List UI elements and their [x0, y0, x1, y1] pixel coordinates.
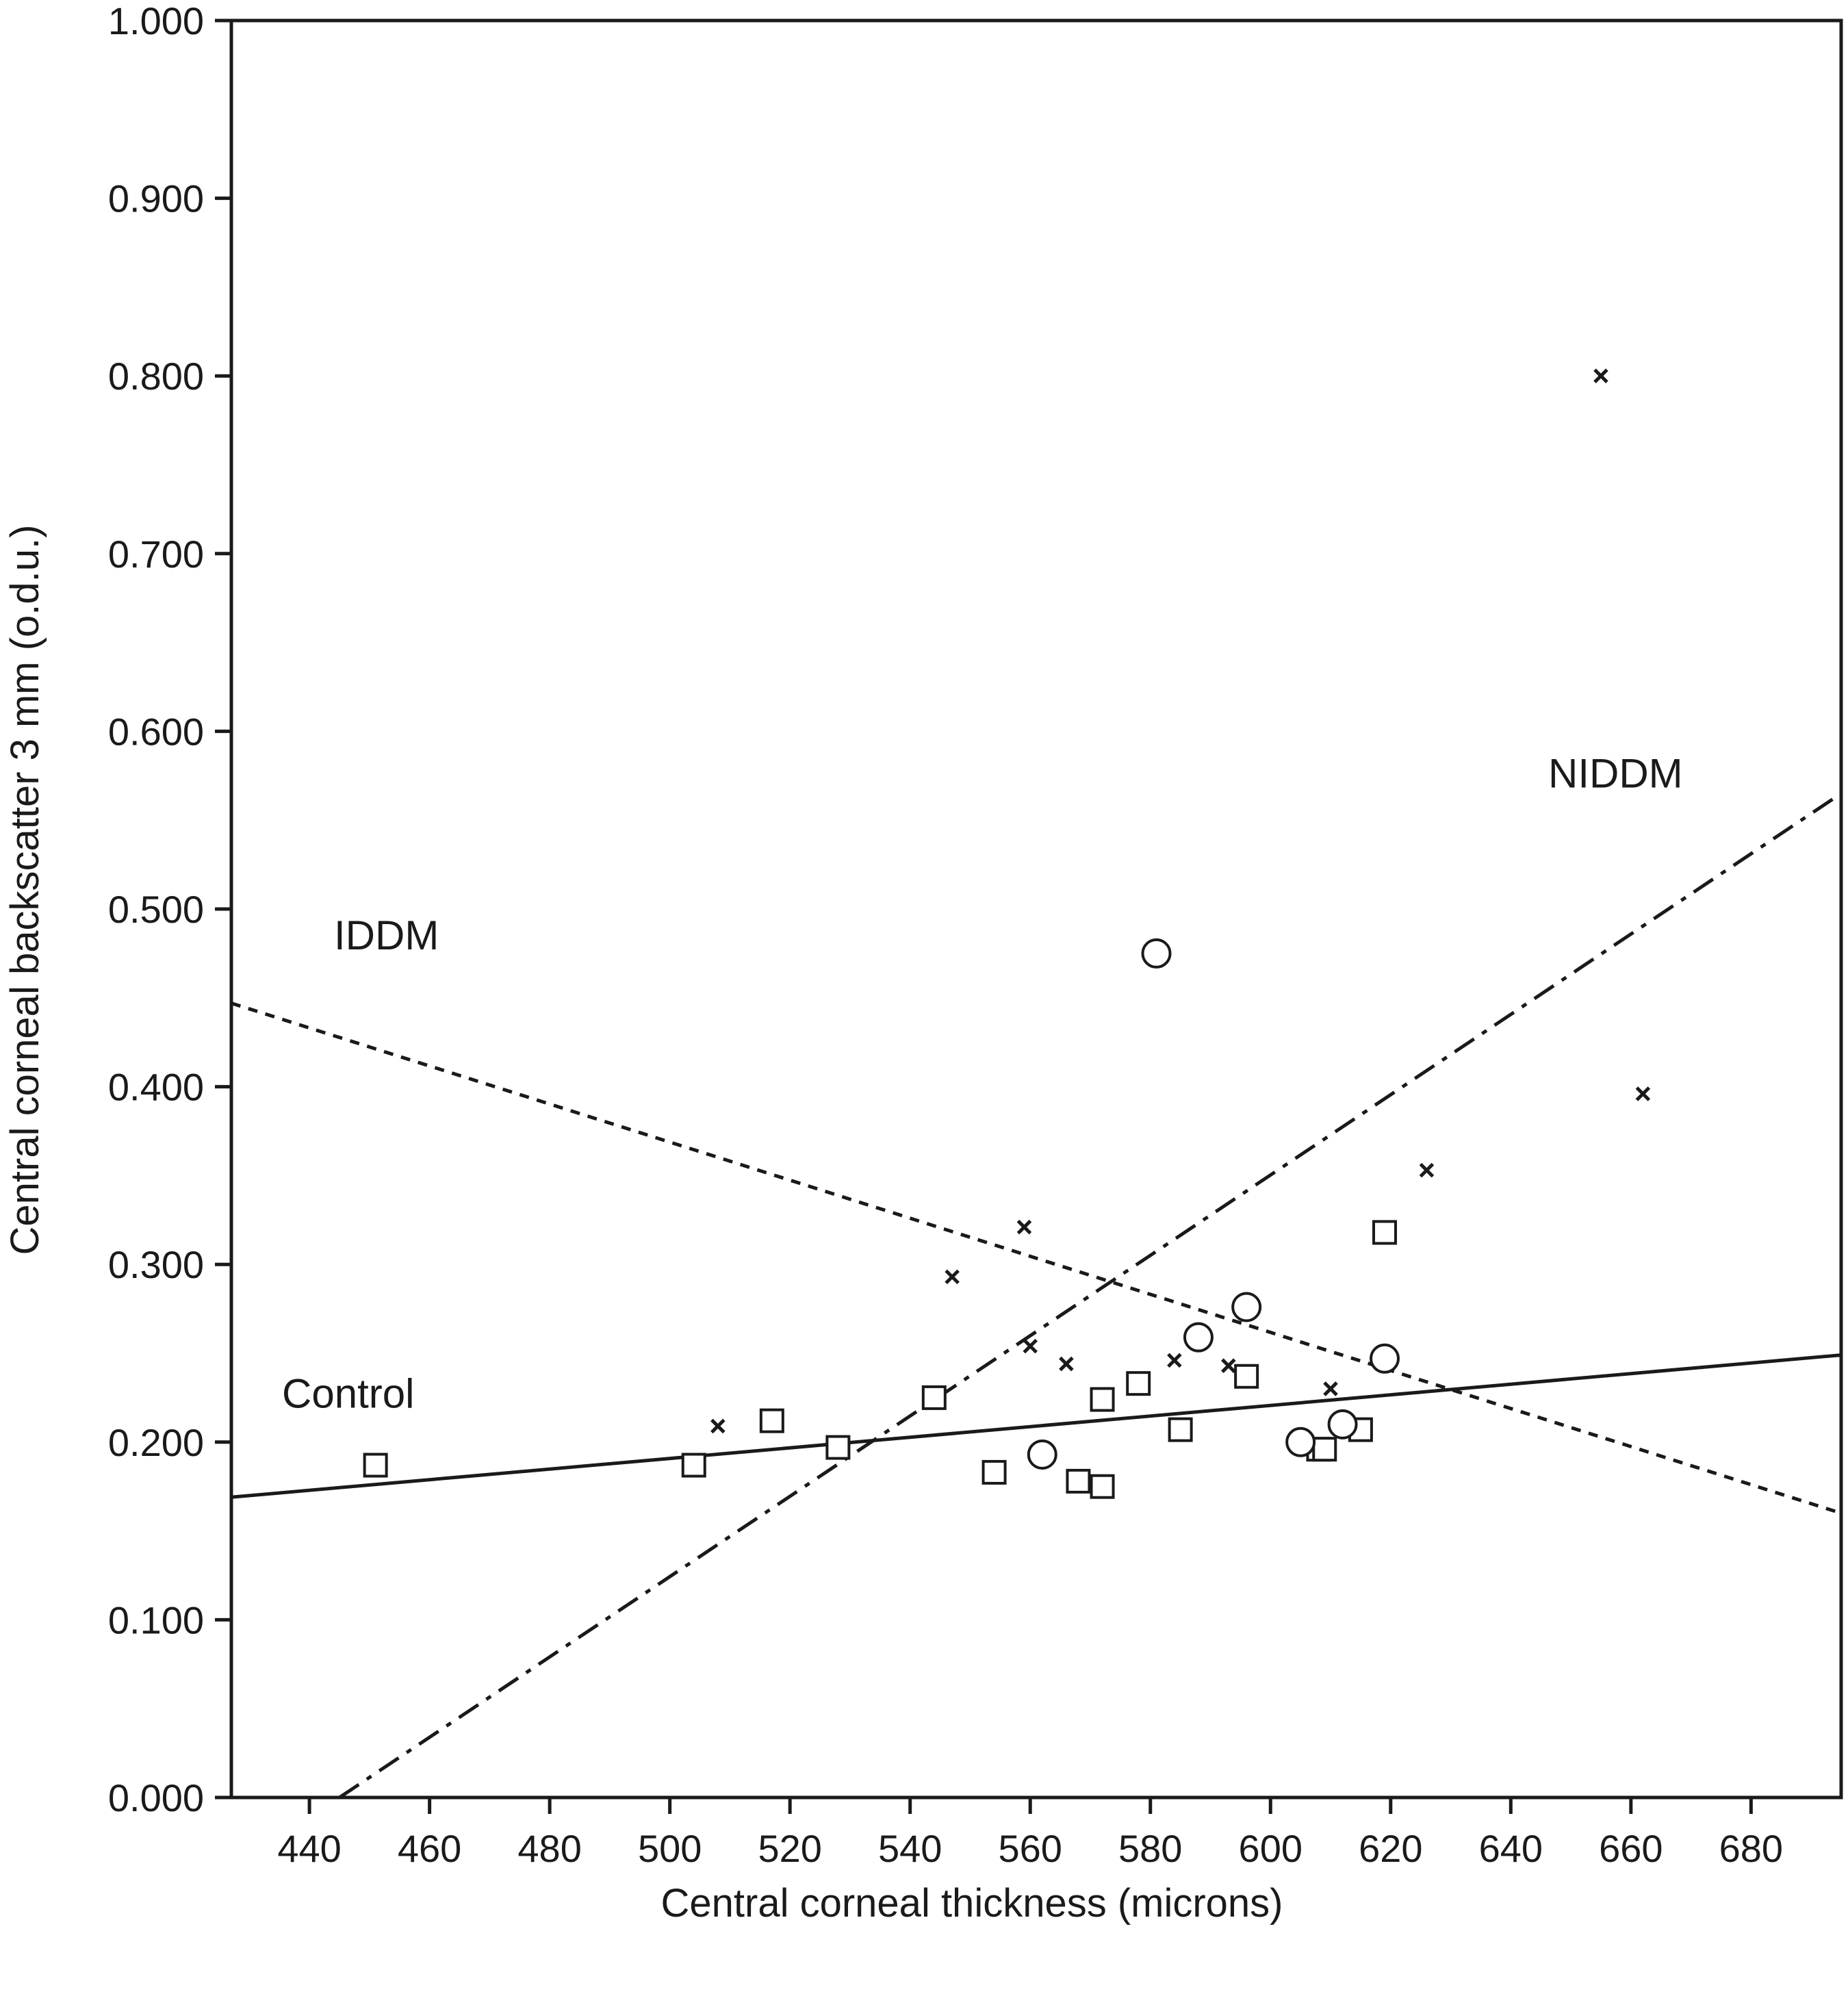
- y-axis-title: Central corneal backscatter 3 mm (o.d.u.…: [3, 525, 47, 1255]
- point-control: [981, 1459, 1007, 1485]
- point-control: [1168, 1417, 1193, 1442]
- point-iddm: [1231, 1292, 1262, 1322]
- series-label-control: Control: [282, 1371, 414, 1417]
- plot-frame: [229, 18, 1843, 1800]
- fit-line-iddm: [231, 1001, 1842, 1515]
- y-tick-label: 0.200: [108, 1421, 204, 1464]
- point-niddm: [1419, 1162, 1435, 1178]
- point-niddm: [710, 1418, 726, 1434]
- y-tick-label: 0.000: [108, 1776, 204, 1819]
- fit-line-control: [231, 1353, 1842, 1499]
- point-control: [1090, 1474, 1115, 1499]
- point-control: [681, 1453, 706, 1478]
- x-tick-label: 680: [1719, 1827, 1783, 1870]
- point-niddm: [945, 1269, 960, 1285]
- point-control: [1312, 1437, 1337, 1462]
- point-iddm: [1370, 1343, 1400, 1374]
- x-tick-label: 580: [1118, 1827, 1182, 1870]
- x-axis-title: Central corneal thickness (microns): [661, 1881, 1283, 1925]
- point-control: [1066, 1468, 1091, 1494]
- x-tick-label: 600: [1239, 1827, 1302, 1870]
- x-tick-label: 540: [878, 1827, 942, 1870]
- x-tick-label: 560: [999, 1827, 1062, 1870]
- series-label-niddm: NIDDM: [1548, 751, 1683, 797]
- point-control: [1234, 1364, 1259, 1389]
- fit-line-niddm: [338, 792, 1843, 1800]
- y-tick-label: 0.400: [108, 1066, 204, 1109]
- point-iddm: [1285, 1426, 1316, 1457]
- x-tick-label: 480: [517, 1827, 581, 1870]
- point-niddm: [1593, 368, 1608, 383]
- x-tick-label: 460: [398, 1827, 461, 1870]
- point-control: [759, 1408, 784, 1433]
- point-control: [825, 1435, 851, 1460]
- point-niddm: [1059, 1356, 1074, 1372]
- point-niddm: [1323, 1381, 1338, 1396]
- point-control: [1372, 1220, 1398, 1245]
- fit-lines: [231, 792, 1843, 1800]
- point-control: [921, 1385, 947, 1410]
- point-niddm: [1167, 1353, 1182, 1368]
- point-iddm: [1327, 1409, 1358, 1440]
- x-tick-label: 620: [1359, 1827, 1422, 1870]
- data-points: [363, 368, 1651, 1499]
- x-tick-label: 660: [1599, 1827, 1663, 1870]
- axes: 0.000 0.100 0.200 0.300 0.400 0.500 0.600 0.700…: [108, 0, 1843, 1870]
- y-tick-label: 0.600: [108, 710, 204, 753]
- point-iddm: [1027, 1439, 1057, 1470]
- y-tick-label: 0.900: [108, 177, 204, 220]
- x-tick-label: 520: [758, 1827, 821, 1870]
- point-niddm: [1023, 1338, 1038, 1354]
- y-tick-label: 1.000: [108, 0, 204, 42]
- y-tick-label: 0.300: [108, 1243, 204, 1286]
- y-tick-label: 0.800: [108, 355, 204, 398]
- point-niddm: [1221, 1358, 1236, 1373]
- point-iddm: [1183, 1322, 1214, 1353]
- series-labels: IDDM NIDDM Control: [282, 751, 1683, 1417]
- y-tick-label: 0.500: [108, 888, 204, 931]
- point-iddm: [1141, 938, 1172, 969]
- point-niddm: [1635, 1086, 1651, 1101]
- y-tick-label: 0.700: [108, 533, 204, 576]
- point-control: [363, 1453, 388, 1478]
- x-tick-label: 640: [1479, 1827, 1543, 1870]
- x-tick-label: 500: [638, 1827, 702, 1870]
- x-tick-label: 440: [277, 1827, 341, 1870]
- point-control: [1126, 1371, 1151, 1396]
- point-control: [1090, 1387, 1115, 1412]
- y-tick-label: 0.100: [108, 1598, 204, 1641]
- series-label-iddm: IDDM: [334, 912, 439, 958]
- point-niddm: [1016, 1219, 1032, 1235]
